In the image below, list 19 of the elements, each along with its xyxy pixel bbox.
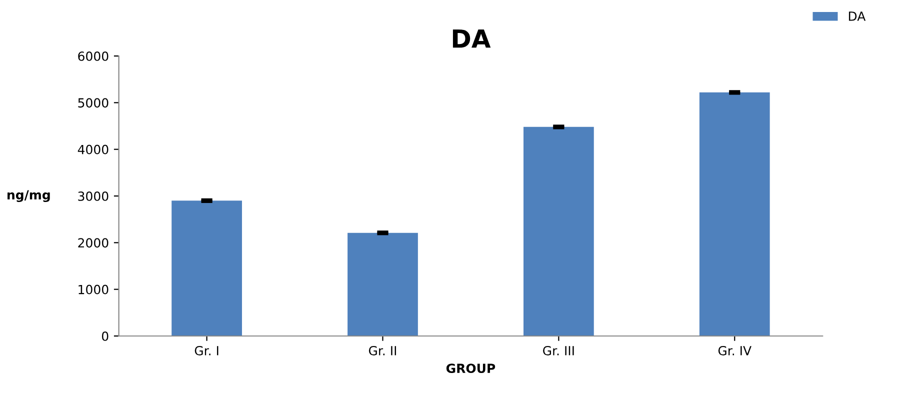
x-tick-label: Gr. IV bbox=[718, 346, 752, 356]
y-tick-label: 1000 bbox=[78, 284, 108, 294]
chart-title: DA bbox=[452, 29, 491, 48]
y-tick-label: 5000 bbox=[78, 98, 108, 108]
bar bbox=[348, 232, 418, 336]
legend-label: DA bbox=[848, 12, 866, 21]
y-tick-label: 2000 bbox=[78, 238, 108, 248]
x-tick-label: Gr. III bbox=[543, 346, 574, 356]
x-axis-title: GROUP bbox=[446, 364, 496, 374]
x-tick-label: Gr. I bbox=[194, 346, 218, 356]
y-tick-label: 3000 bbox=[78, 191, 108, 201]
y-tick-label: 6000 bbox=[78, 51, 108, 61]
bar bbox=[172, 200, 242, 336]
y-tick-label: 4000 bbox=[78, 144, 108, 154]
y-axis-title: ng/mg bbox=[8, 190, 50, 202]
y-tick-label: 0 bbox=[102, 331, 108, 341]
bar bbox=[699, 92, 770, 336]
x-tick-label: Gr. II bbox=[368, 346, 396, 356]
bar bbox=[523, 126, 594, 336]
